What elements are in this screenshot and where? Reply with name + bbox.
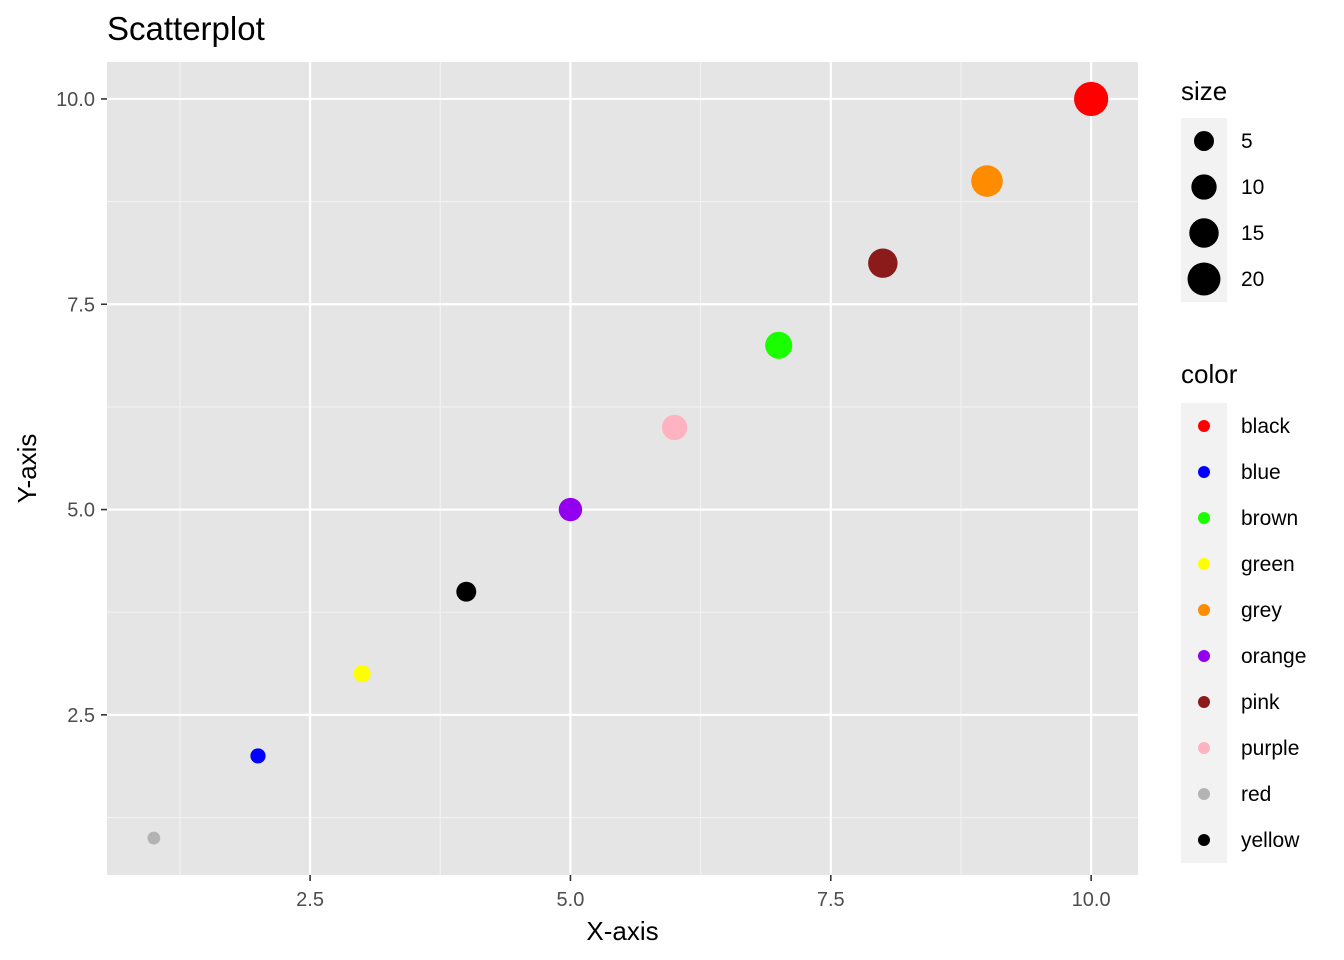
size-legend-title: size — [1181, 76, 1227, 106]
size-legend-key — [1191, 174, 1217, 200]
size-legend-label: 20 — [1241, 268, 1264, 291]
data-point — [1074, 81, 1109, 117]
plot-panel — [107, 62, 1138, 875]
color-legend-key — [1198, 420, 1210, 432]
x-tick-label: 7.5 — [817, 889, 845, 911]
x-axis-title: X-axis — [586, 916, 658, 946]
color-legend-key — [1198, 512, 1210, 524]
color-legend-keys-background — [1181, 403, 1227, 863]
color-legend-key — [1198, 466, 1210, 478]
data-points — [147, 81, 1109, 845]
color-legend-label: black — [1241, 415, 1291, 438]
data-point — [456, 581, 477, 602]
color-legend-label: brown — [1241, 507, 1298, 530]
axis-ticks: 2.5 5.0 7.5 10.0 2.5 5.0 7.5 10.0 — [56, 89, 1111, 911]
size-legend: size 5 10 15 20 — [1181, 76, 1264, 302]
y-tick-label: 5.0 — [67, 500, 95, 522]
data-point — [353, 665, 371, 683]
color-legend-key — [1198, 558, 1210, 570]
data-point — [558, 497, 583, 522]
x-tick-label: 10.0 — [1072, 889, 1111, 911]
size-legend-key — [1189, 218, 1219, 248]
data-point — [661, 414, 688, 441]
color-legend-key — [1198, 788, 1210, 800]
y-axis-title: Y-axis — [12, 434, 42, 504]
data-point — [765, 331, 793, 359]
y-tick-label: 7.5 — [67, 294, 95, 316]
color-legend-label: grey — [1241, 599, 1282, 622]
color-legend-label: blue — [1241, 461, 1281, 484]
color-legend-key — [1198, 834, 1210, 846]
color-legend-label: green — [1241, 553, 1295, 576]
minor-gridlines — [107, 62, 1138, 875]
x-tick-label: 5.0 — [557, 889, 585, 911]
color-legend-label: pink — [1241, 691, 1280, 714]
chart-title: Scatterplot — [107, 10, 265, 47]
color-legend: color black blue brown green grey orange pink p… — [1181, 359, 1306, 863]
color-legend-label: red — [1241, 783, 1271, 806]
color-legend-title: color — [1181, 359, 1238, 389]
size-legend-label: 5 — [1241, 130, 1253, 153]
y-tick-label: 10.0 — [56, 89, 95, 111]
color-legend-label: yellow — [1241, 829, 1300, 852]
size-legend-key — [1194, 131, 1214, 151]
data-point — [868, 248, 898, 278]
size-legend-label: 15 — [1241, 222, 1264, 245]
data-point — [971, 165, 1003, 197]
color-legend-key — [1198, 650, 1210, 662]
color-legend-label: purple — [1241, 737, 1299, 760]
y-tick-label: 2.5 — [67, 705, 95, 727]
color-legend-key — [1198, 742, 1210, 754]
color-legend-key — [1198, 604, 1210, 616]
size-legend-label: 10 — [1241, 176, 1264, 199]
data-point — [147, 831, 161, 845]
x-tick-label: 2.5 — [296, 889, 324, 911]
data-point — [250, 748, 266, 764]
color-legend-key — [1198, 696, 1210, 708]
size-legend-key — [1187, 262, 1221, 296]
major-gridlines — [107, 62, 1138, 875]
color-legend-label: orange — [1241, 645, 1306, 668]
